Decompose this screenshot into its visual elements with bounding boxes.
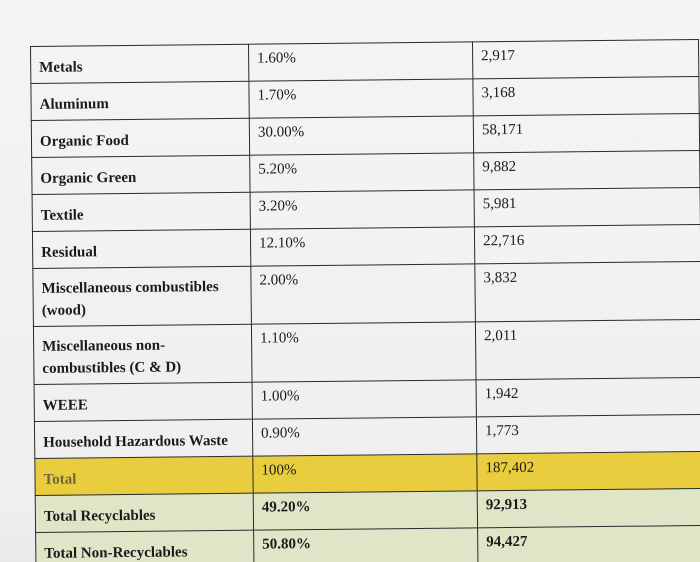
category-cell: Metals (30, 44, 249, 84)
category-cell: Miscellaneous combustibles (wood) (32, 266, 252, 327)
table-row: Miscellaneous non-combustibles (C & D) 1… (33, 319, 700, 385)
tonnes-cell: 3,832 (474, 261, 700, 322)
tonnes-cell: 1,942 (476, 377, 700, 417)
tonnes-cell: 2,917 (472, 39, 699, 79)
category-cell: Organic Green (31, 155, 251, 195)
percent-cell: 49.20% (253, 490, 478, 531)
category-cell: Textile (32, 192, 251, 232)
percent-cell: 5.20% (249, 152, 475, 193)
tonnes-cell: 2,011 (475, 319, 700, 380)
category-cell: Total (34, 456, 254, 496)
category-cell: Aluminum (30, 81, 250, 121)
category-cell: Organic Food (31, 118, 250, 158)
percent-cell: 30.00% (249, 115, 474, 156)
table-row: Miscellaneous combustibles (wood) 2.00% … (32, 261, 700, 327)
category-cell: WEEE (34, 382, 253, 422)
total-non-recyclables-row: Total Non-Recyclables 50.80% 94,427 (35, 525, 700, 562)
waste-composition-sheet: Metals 1.60% 2,917 Aluminum 1.70% 3,168 … (30, 39, 700, 562)
percent-cell: 12.10% (250, 226, 475, 267)
category-cell: Miscellaneous non-combustibles (C & D) (33, 324, 253, 385)
tonnes-cell: 3,168 (472, 76, 700, 116)
tonnes-cell: 92,913 (477, 488, 700, 528)
category-cell: Total Recyclables (35, 493, 254, 533)
percent-cell: 50.80% (253, 527, 478, 562)
tonnes-cell: 187,402 (476, 451, 700, 491)
waste-composition-table: Metals 1.60% 2,917 Aluminum 1.70% 3,168 … (30, 39, 700, 562)
percent-cell: 1.00% (252, 379, 477, 420)
percent-cell: 1.10% (251, 321, 477, 383)
category-cell: Total Non-Recyclables (35, 530, 254, 562)
category-cell: Household Hazardous Waste (34, 419, 253, 459)
percent-cell: 0.90% (252, 416, 477, 457)
percent-cell: 1.60% (248, 41, 473, 82)
tonnes-cell: 9,882 (473, 150, 700, 190)
tonnes-cell: 5,981 (474, 187, 700, 227)
percent-cell: 1.70% (248, 78, 474, 119)
percent-cell: 100% (252, 453, 478, 494)
tonnes-cell: 22,716 (474, 224, 700, 264)
tonnes-cell: 58,171 (473, 113, 700, 153)
tonnes-cell: 94,427 (477, 525, 700, 562)
percent-cell: 3.20% (250, 189, 475, 230)
tonnes-cell: 1,773 (476, 414, 700, 454)
category-cell: Residual (32, 229, 251, 269)
percent-cell: 2.00% (250, 263, 476, 325)
